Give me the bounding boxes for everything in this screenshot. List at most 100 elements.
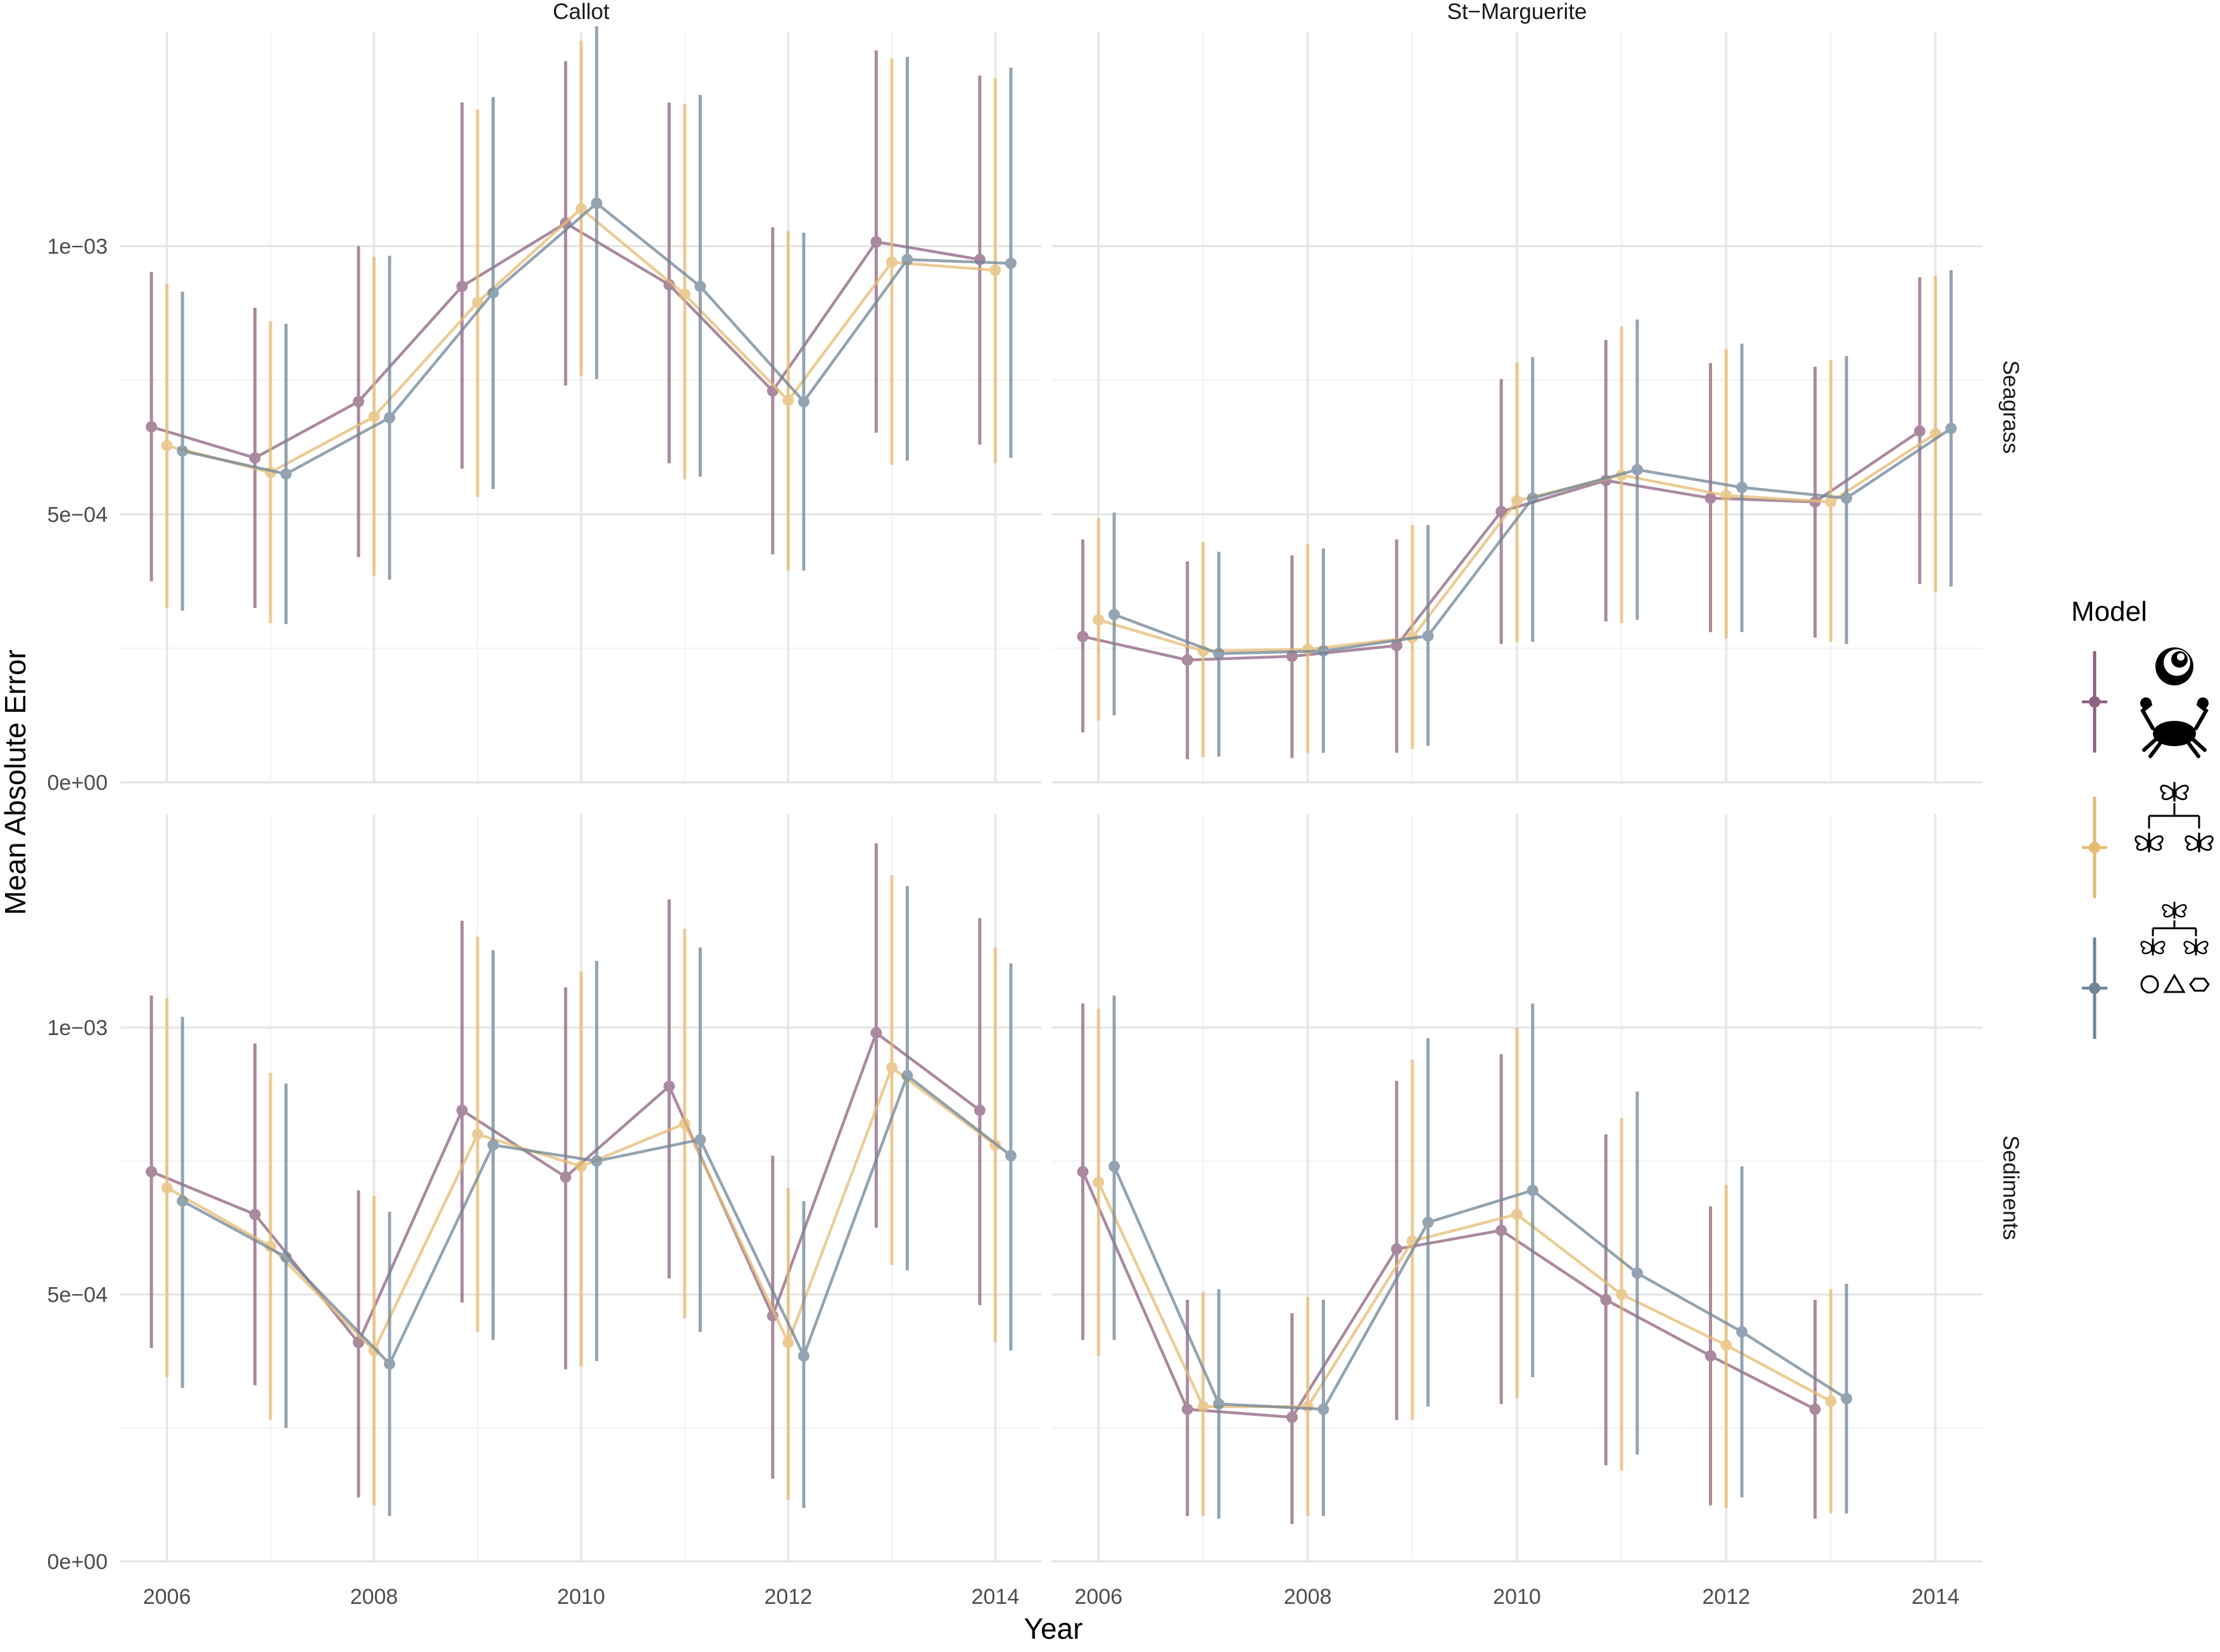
data-point <box>456 281 468 293</box>
data-point <box>456 1104 468 1116</box>
data-point <box>1286 651 1298 663</box>
data-point <box>1391 1243 1403 1255</box>
butterfly-wing <box>2174 904 2187 918</box>
data-point <box>1213 647 1225 659</box>
y-tick-label: 0e+00 <box>48 771 108 795</box>
data-point <box>575 203 587 215</box>
x-tick-label: 2010 <box>1493 1585 1541 1609</box>
data-point <box>487 287 499 299</box>
data-point <box>487 1139 499 1151</box>
data-point <box>1511 495 1523 507</box>
data-point <box>1600 1294 1612 1306</box>
data-point <box>1005 1150 1017 1162</box>
series-m3 <box>177 886 1017 1516</box>
circle-shape <box>2140 975 2159 994</box>
x-tick-label: 2008 <box>350 1585 398 1609</box>
data-point <box>1197 1401 1209 1413</box>
data-point <box>1302 1401 1314 1413</box>
y-tick-label: 1e−03 <box>48 235 108 259</box>
data-point <box>1093 614 1105 626</box>
data-point <box>1286 1411 1298 1423</box>
data-point <box>885 256 898 268</box>
data-point <box>1302 644 1314 656</box>
crab-claw <box>2197 697 2209 709</box>
butterfly-wing <box>2149 835 2164 851</box>
tree-connector <box>2148 803 2200 829</box>
data-point <box>472 296 484 308</box>
data-point <box>1213 1398 1225 1410</box>
data-point <box>249 452 261 464</box>
data-point <box>782 395 794 407</box>
data-point <box>280 1251 292 1263</box>
legend-title: Model <box>2071 596 2147 627</box>
data-point <box>161 1182 173 1193</box>
series-m3 <box>177 26 1017 625</box>
data-point <box>280 468 292 480</box>
butterfly-wing <box>2174 784 2189 801</box>
data-point <box>146 1166 158 1178</box>
data-point <box>1825 1395 1837 1407</box>
data-point <box>353 396 365 408</box>
x-tick-label: 2006 <box>1075 1585 1123 1609</box>
data-point <box>1093 1176 1105 1188</box>
data-point <box>249 1209 261 1221</box>
butterfly-wing <box>2183 941 2196 955</box>
butterfly-wing <box>2153 941 2166 955</box>
data-point <box>1422 1216 1434 1228</box>
y-tick-label: 1e−03 <box>48 1016 108 1040</box>
data-point <box>663 1080 675 1092</box>
data-point <box>368 1345 380 1357</box>
series-m2 <box>161 41 1001 623</box>
crab-body <box>2153 721 2196 746</box>
data-point <box>1181 654 1193 666</box>
data-point <box>1526 1185 1538 1197</box>
data-point <box>694 281 706 293</box>
data-point <box>146 421 158 433</box>
data-point <box>1616 1288 1628 1300</box>
data-point <box>1495 505 1507 518</box>
x-axis-title: Year <box>1024 1612 1083 1645</box>
data-point <box>1077 630 1089 642</box>
butterfly-wing <box>2196 941 2209 955</box>
data-point <box>870 236 882 248</box>
data-point <box>1317 645 1329 657</box>
data-point <box>1945 423 1957 435</box>
legend-point <box>2089 842 2100 853</box>
legend-key-m1 <box>2082 651 2107 753</box>
x-tick-label: 2008 <box>1284 1585 1332 1609</box>
data-point <box>989 264 1001 276</box>
data-point <box>177 445 189 457</box>
triangle-shape <box>2163 973 2186 993</box>
data-point <box>1913 425 1925 437</box>
butterfly-wing <box>2140 941 2153 955</box>
series-m2 <box>1093 1008 1837 1516</box>
data-point <box>1841 1392 1853 1404</box>
data-point <box>177 1195 189 1207</box>
data-point <box>1108 609 1120 621</box>
series-m3 <box>1108 270 1957 757</box>
panel-0-0 <box>146 26 1017 625</box>
data-point <box>974 1104 986 1116</box>
data-point <box>591 1155 603 1167</box>
data-point <box>1108 1160 1120 1172</box>
facet-label-st-marguerite: St−Marguerite <box>1447 0 1587 24</box>
data-point <box>885 1062 898 1074</box>
data-point <box>575 1160 587 1172</box>
data-point <box>472 1128 484 1140</box>
data-point <box>782 1337 794 1349</box>
data-point <box>901 1070 913 1081</box>
legend-key-m3 <box>2082 937 2107 1039</box>
x-tick-label: 2014 <box>972 1585 1020 1609</box>
legend-point <box>2089 696 2100 708</box>
butterfly-wing <box>2134 835 2149 851</box>
legend: Model <box>2071 596 2214 1039</box>
data-point <box>1631 1267 1643 1279</box>
data-point <box>1422 630 1434 642</box>
butterfly-tree-icon <box>2134 782 2214 853</box>
data-point <box>1704 1350 1716 1362</box>
facet-label-seagrass: Seagrass <box>1998 360 2023 454</box>
data-point <box>384 412 396 424</box>
butterfly-wing <box>2160 784 2174 801</box>
data-point <box>591 197 603 209</box>
